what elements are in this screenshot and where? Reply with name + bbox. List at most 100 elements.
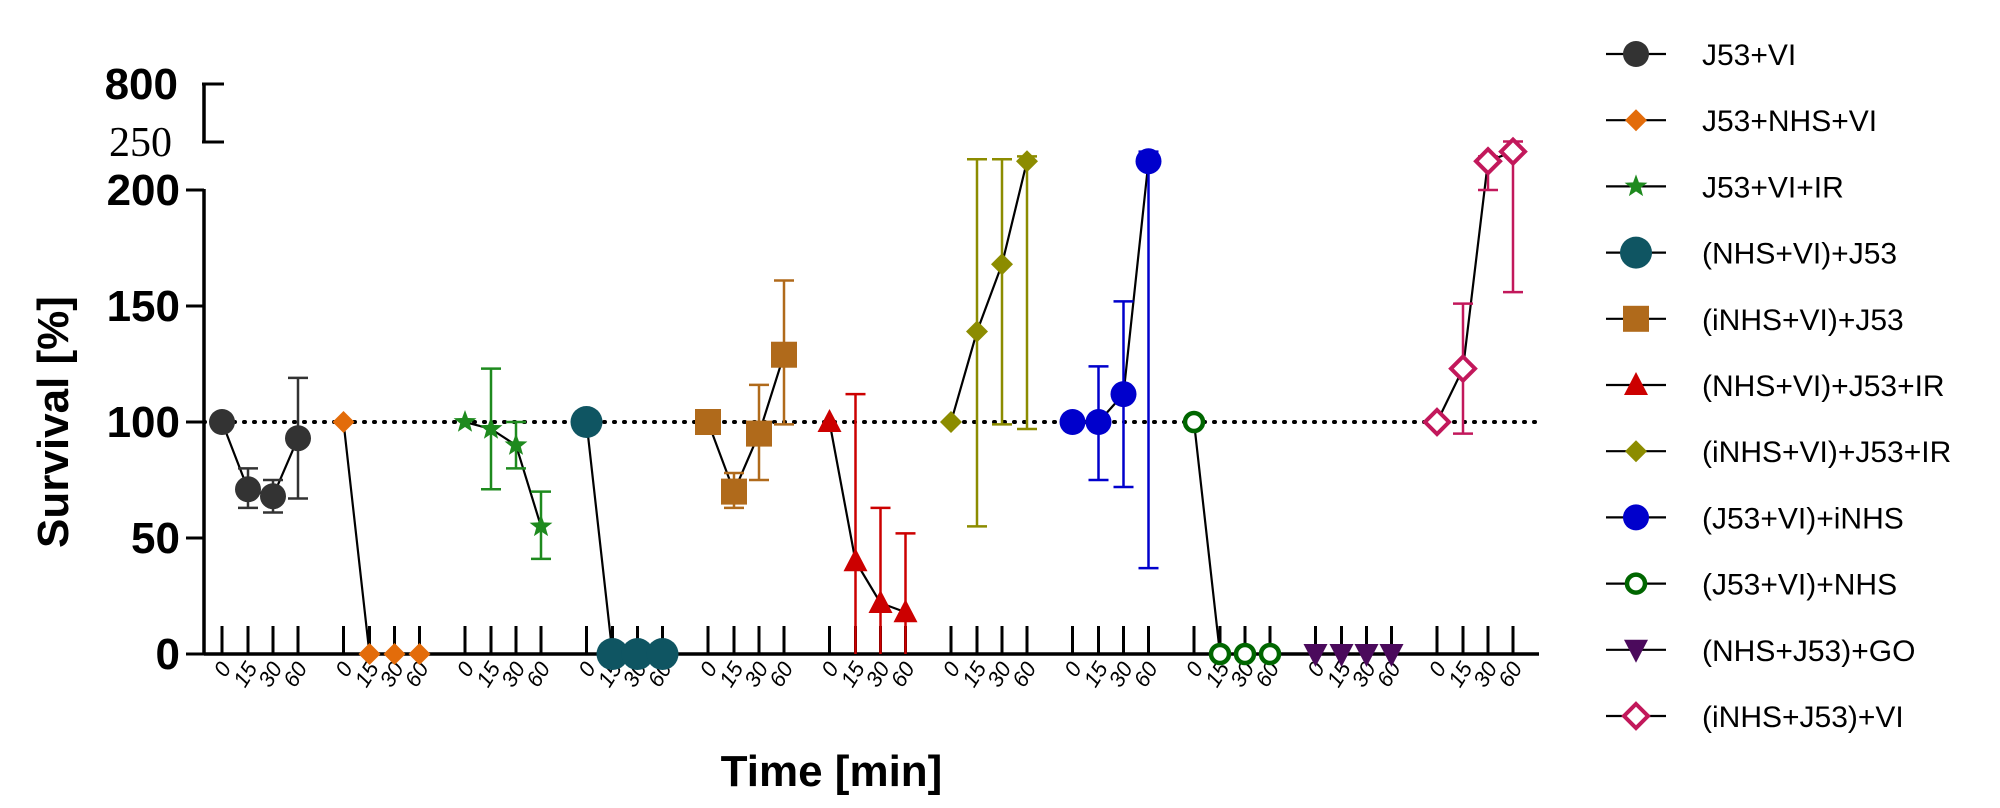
x-tick-label: 60: [1493, 657, 1528, 692]
data-point: [817, 409, 842, 432]
data-point: [453, 410, 477, 432]
series-line: [585, 421, 663, 656]
data-point: [570, 406, 603, 438]
legend-label: (NHS+VI)+J53: [1702, 238, 1897, 271]
series-j53-vi-ir: [453, 367, 553, 561]
series-j53-nhs-vi: [332, 411, 431, 665]
data-point: [1110, 381, 1137, 408]
data-point: [479, 417, 503, 439]
legend-marker: [1623, 504, 1649, 531]
legend-label: (NHS+VI)+J53+IR: [1702, 370, 1945, 403]
data-point: [383, 643, 406, 665]
data-point: [1233, 642, 1257, 666]
data-point: [332, 411, 355, 433]
legend-label: (J53+VI)+iNHS: [1702, 502, 1904, 535]
legend-item: (iNHS+VI)+J53+IR: [1606, 436, 1951, 469]
x-tick-label: 60: [1129, 657, 1164, 692]
legend-label: J53+NHS+VI: [1702, 105, 1877, 138]
y-tick-label: 0: [156, 630, 180, 679]
data-point: [893, 599, 918, 623]
legend-item: (iNHS+J53)+VI: [1606, 701, 1904, 734]
legend-item: (iNHS+VI)+J53: [1606, 304, 1904, 337]
legend-item: (NHS+VI)+J53+IR: [1606, 370, 1945, 403]
data-point: [646, 638, 679, 670]
series-line: [1192, 421, 1270, 656]
legend-marker: [1624, 572, 1648, 595]
series-line: [342, 421, 420, 656]
legend-label: (NHS+J53)+GO: [1702, 635, 1915, 668]
legend-item: (J53+VI)+iNHS: [1606, 502, 1904, 535]
series--j53-vi-nhs: [1182, 410, 1282, 666]
y-tick-label: 200: [107, 166, 180, 215]
series-line: [949, 160, 1029, 423]
data-point: [1354, 644, 1379, 667]
legend-marker: [1625, 440, 1647, 463]
x-tick-label: 60: [1372, 657, 1407, 692]
series--inhs-vi-j53: [695, 279, 797, 510]
data-point: [596, 638, 629, 670]
data-point: [1182, 410, 1206, 434]
data-point: [843, 548, 868, 572]
x-tick-label: 60: [521, 657, 556, 692]
legend-marker: [1623, 305, 1649, 332]
series--inhs-j53-vi: [1422, 136, 1528, 437]
legend-marker: [1621, 701, 1651, 731]
data-point: [1258, 642, 1282, 666]
legend-item: (NHS+VI)+J53: [1606, 236, 1897, 271]
series-line: [706, 354, 786, 495]
x-tick-label: 60: [764, 657, 799, 692]
data-point: [1329, 644, 1354, 667]
legend-label: (iNHS+J53)+VI: [1702, 701, 1904, 734]
data-point: [940, 411, 962, 433]
y-tick-label: 100: [107, 398, 180, 447]
legend-label: J53+VI: [1702, 39, 1796, 72]
series-line: [1436, 150, 1514, 423]
x-tick-label: 60: [1007, 657, 1042, 692]
series-j53-vi: [209, 376, 311, 514]
data-point: [504, 433, 528, 455]
x-axis-label: Time [min]: [721, 747, 943, 796]
data-point: [868, 589, 893, 613]
data-point: [209, 409, 235, 435]
data-point: [1085, 409, 1112, 435]
data-point: [358, 643, 381, 665]
series--inhs-vi-j53-ir: [940, 150, 1038, 528]
y-break-label: 800: [105, 60, 178, 109]
data-point: [1208, 642, 1232, 666]
data-point: [621, 638, 654, 670]
data-point: [695, 409, 721, 435]
legend-item: J53+VI: [1606, 39, 1796, 72]
data-point: [1498, 136, 1528, 167]
x-tick-label: 60: [278, 657, 313, 692]
data-point: [1059, 409, 1086, 435]
data-point: [746, 420, 772, 447]
x-tick-label: 60: [886, 657, 921, 692]
series--nhs-vi-j53: [570, 406, 679, 670]
legend-marker: [1625, 109, 1647, 132]
legend-item: (J53+VI)+NHS: [1606, 569, 1897, 602]
data-point: [235, 476, 261, 503]
legend-marker: [1624, 372, 1648, 395]
legend: J53+VI J53+NHS+VI J53+VI+IR (NHS+VI)+J53 (iN…: [1606, 39, 1951, 734]
data-point: [260, 483, 286, 510]
series--nhs-j53-go: [1303, 644, 1404, 667]
legend-label: (J53+VI)+NHS: [1702, 569, 1897, 602]
y-break-label: 250: [109, 120, 172, 166]
legend-marker: [1623, 41, 1649, 67]
data-point: [408, 643, 431, 665]
data-point: [991, 253, 1013, 276]
data-point: [1135, 148, 1162, 175]
data-point: [771, 341, 797, 368]
legend-label: J53+VI+IR: [1702, 171, 1844, 204]
data-point: [966, 320, 988, 343]
y-axis-label: Survival [%]: [29, 296, 78, 548]
data-point: [1422, 407, 1452, 437]
data-point: [285, 425, 311, 452]
legend-label: (iNHS+VI)+J53: [1702, 304, 1904, 337]
series--j53-vi-inhs: [1059, 148, 1162, 570]
data-point: [721, 478, 747, 505]
legend-marker: [1624, 174, 1648, 197]
legend-label: (iNHS+VI)+J53+IR: [1702, 436, 1951, 469]
